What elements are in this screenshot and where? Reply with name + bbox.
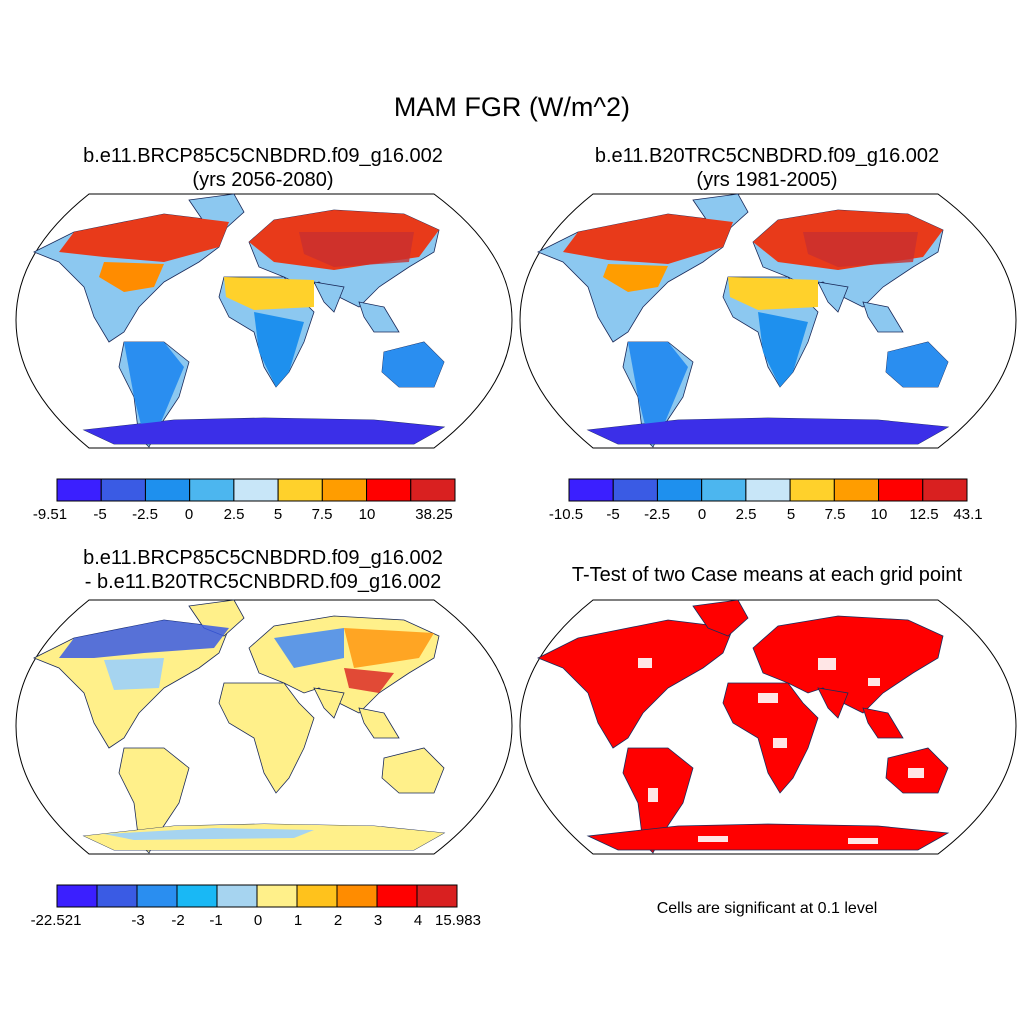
cb-difference-label: -2 (171, 912, 185, 929)
map-present (519, 193, 1017, 449)
map-difference (15, 599, 513, 855)
cb-present-label: 12.5 (909, 506, 939, 523)
colorbar-swatch (136, 884, 178, 908)
cb-future-label: -2.5 (132, 506, 158, 523)
colorbar-swatch (376, 884, 418, 908)
colorbar-swatch (189, 478, 235, 502)
cb-future-label: 0 (184, 506, 194, 523)
cb-difference-label: -1 (209, 912, 223, 929)
colorbar-swatch (56, 884, 98, 908)
cb-difference-label: 4 (413, 912, 423, 929)
colorbar-swatch (277, 478, 323, 502)
panel-difference-title-line1: b.e11.BRCP85C5CNBDRD.f09_g16.002 (83, 547, 443, 569)
colorbar-swatch (656, 478, 703, 502)
colorbar-swatch (336, 884, 378, 908)
colorbar-swatch (612, 478, 658, 502)
panel-difference-title-line2: - b.e11.B20TRC5CNBDRD.f09_g16.002 (84, 571, 442, 593)
cb-difference-label: 0 (253, 912, 263, 929)
panel-ttest-title-line1: T-Test of two Case means at each grid po… (571, 564, 963, 586)
map-ttest (519, 599, 1017, 855)
cb-future-label: 38.25 (415, 506, 453, 523)
colorbar-swatch (833, 478, 880, 502)
colorbar-future (56, 478, 456, 502)
panel-difference-title: b.e11.BRCP85C5CNBDRD.f09_g16.002 - b.e11… (18, 546, 508, 594)
map-future (15, 193, 513, 449)
colorbar-swatch (216, 884, 258, 908)
cb-present-label: -5 (606, 506, 620, 523)
cb-present-label: 10 (870, 506, 888, 523)
cb-present-label: 2.5 (735, 506, 757, 523)
colorbar-swatch (96, 884, 138, 908)
cb-present-label: 0 (697, 506, 707, 523)
colorbar-swatch (745, 478, 791, 502)
cb-future-label: 2.5 (223, 506, 245, 523)
colorbar-swatch (701, 478, 747, 502)
colorbar-present-labels: -10.5 -5 -2.5 0 2.5 5 7.5 10 12.5 43.1 (512, 506, 1024, 526)
colorbar-swatch (144, 478, 191, 502)
colorbar-swatch (296, 884, 338, 908)
colorbar-swatch (878, 478, 924, 502)
colorbar-swatch (416, 884, 458, 908)
cb-future-label: 7.5 (311, 506, 333, 523)
cb-difference-label: 15.983 (435, 912, 481, 929)
colorbar-swatch (366, 478, 412, 502)
cb-difference-label: 1 (293, 912, 303, 929)
panel-future-title-line1: b.e11.BRCP85C5CNBDRD.f09_g16.002 (83, 145, 443, 167)
colorbar-future-labels: -9.51 -5 -2.5 0 2.5 5 7.5 10 38.25 (0, 506, 512, 526)
cb-future-label: 10 (358, 506, 376, 523)
cb-difference-label: -3 (131, 912, 145, 929)
colorbar-swatch (100, 478, 146, 502)
colorbar-difference-labels: -22.521 -3 -2 -1 0 1 2 3 4 15.983 (0, 912, 512, 932)
colorbar-swatch (321, 478, 368, 502)
cb-present-label: 43.1 (953, 506, 983, 523)
colorbar-swatch (176, 884, 218, 908)
cb-future-label: 5 (273, 506, 283, 523)
colorbar-swatch (568, 478, 614, 502)
colorbar-present (568, 478, 968, 502)
colorbar-swatch (233, 478, 279, 502)
cb-future-label: -5 (93, 506, 107, 523)
colorbar-swatch (922, 478, 968, 502)
panel-present-title: b.e11.B20TRC5CNBDRD.f09_g16.002 (yrs 198… (522, 144, 1012, 192)
significance-note: Cells are significant at 0.1 level (656, 900, 878, 917)
panel-future-title: b.e11.BRCP85C5CNBDRD.f09_g16.002 (yrs 20… (18, 144, 508, 192)
colorbar-swatch (56, 478, 102, 502)
panel-future-title-line2: (yrs 2056-2080) (192, 169, 334, 191)
cb-difference-label: 2 (333, 912, 343, 929)
panel-ttest-title: T-Test of two Case means at each grid po… (522, 563, 1012, 587)
colorbar-swatch (789, 478, 835, 502)
colorbar-swatch (256, 884, 298, 908)
cb-present-label: 7.5 (824, 506, 846, 523)
cb-present-label: -10.5 (548, 506, 584, 523)
panel-present-title-line2: (yrs 1981-2005) (696, 169, 838, 191)
cb-present-label: -2.5 (644, 506, 670, 523)
colorbar-swatch (410, 478, 456, 502)
cb-difference-label: -22.521 (30, 912, 82, 929)
cb-future-label: -9.51 (32, 506, 68, 523)
colorbar-difference (56, 884, 458, 908)
cb-present-label: 5 (786, 506, 796, 523)
main-title: MAM FGR (W/m^2) (393, 92, 631, 122)
cb-difference-label: 3 (373, 912, 383, 929)
panel-present-title-line1: b.e11.B20TRC5CNBDRD.f09_g16.002 (594, 145, 940, 167)
